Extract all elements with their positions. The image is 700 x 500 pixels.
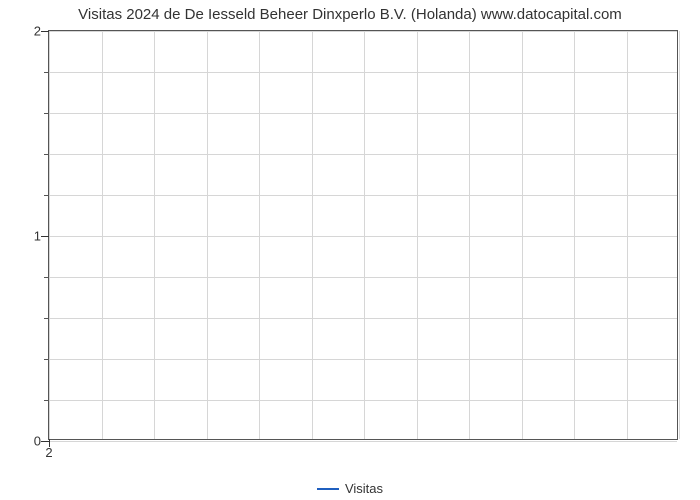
gridline-horizontal bbox=[49, 318, 677, 319]
y-major-tick bbox=[41, 31, 49, 32]
y-tick-label: 2 bbox=[34, 24, 41, 39]
y-minor-tick bbox=[44, 195, 49, 196]
gridline-vertical bbox=[259, 31, 260, 439]
y-minor-tick bbox=[44, 318, 49, 319]
gridline-vertical bbox=[102, 31, 103, 439]
y-minor-tick bbox=[44, 400, 49, 401]
legend-label: Visitas bbox=[345, 481, 383, 496]
plot-area: 0122 bbox=[48, 30, 678, 440]
y-minor-tick bbox=[44, 359, 49, 360]
x-tick-label: 2 bbox=[45, 445, 52, 460]
y-major-tick bbox=[41, 441, 49, 442]
gridline-vertical bbox=[207, 31, 208, 439]
gridline-horizontal bbox=[49, 31, 677, 32]
y-minor-tick bbox=[44, 154, 49, 155]
gridline-horizontal bbox=[49, 359, 677, 360]
y-minor-tick bbox=[44, 72, 49, 73]
gridline-vertical bbox=[49, 31, 50, 439]
gridline-vertical bbox=[627, 31, 628, 439]
legend: Visitas bbox=[0, 480, 700, 496]
legend-swatch bbox=[317, 488, 339, 490]
gridline-vertical bbox=[417, 31, 418, 439]
gridline-vertical bbox=[469, 31, 470, 439]
y-minor-tick bbox=[44, 113, 49, 114]
gridline-horizontal bbox=[49, 277, 677, 278]
gridline-horizontal bbox=[49, 195, 677, 196]
y-tick-label: 1 bbox=[34, 229, 41, 244]
y-major-tick bbox=[41, 236, 49, 237]
y-tick-label: 0 bbox=[34, 434, 41, 449]
gridline-horizontal bbox=[49, 113, 677, 114]
gridline-vertical bbox=[364, 31, 365, 439]
chart-title: Visitas 2024 de De Iesseld Beheer Dinxpe… bbox=[0, 6, 700, 23]
gridline-horizontal bbox=[49, 441, 677, 442]
gridline-vertical bbox=[679, 31, 680, 439]
gridline-vertical bbox=[154, 31, 155, 439]
gridline-horizontal bbox=[49, 400, 677, 401]
gridline-horizontal bbox=[49, 154, 677, 155]
gridline-vertical bbox=[574, 31, 575, 439]
gridline-horizontal bbox=[49, 72, 677, 73]
gridline-vertical bbox=[312, 31, 313, 439]
gridline-vertical bbox=[522, 31, 523, 439]
chart-container: Visitas 2024 de De Iesseld Beheer Dinxpe… bbox=[0, 0, 700, 500]
gridline-horizontal bbox=[49, 236, 677, 237]
y-minor-tick bbox=[44, 277, 49, 278]
